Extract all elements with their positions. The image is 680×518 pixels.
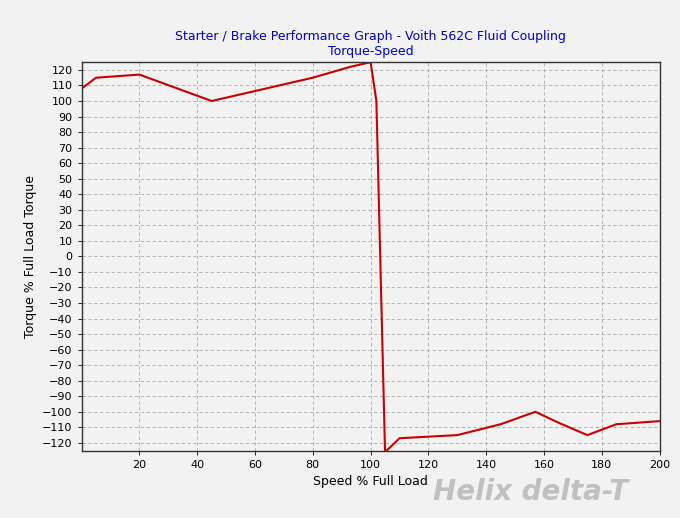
Text: Helix delta-T: Helix delta-T xyxy=(433,478,628,506)
X-axis label: Speed % Full Load: Speed % Full Load xyxy=(313,475,428,488)
Y-axis label: Torque % Full Load Torque: Torque % Full Load Torque xyxy=(24,175,37,338)
Title: Starter / Brake Performance Graph - Voith 562C Fluid Coupling
Torque-Speed: Starter / Brake Performance Graph - Voit… xyxy=(175,30,566,58)
